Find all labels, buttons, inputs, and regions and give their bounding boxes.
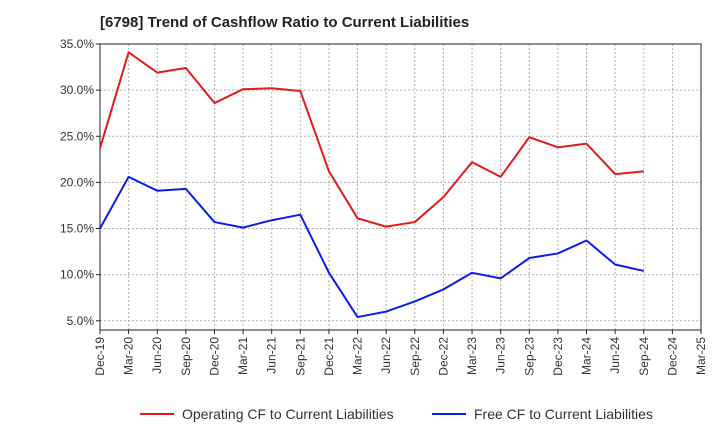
series-line-1 [99,51,644,228]
x-tick-label: Jun-20 [150,337,164,374]
y-tick-label: 15.0% [60,222,94,236]
x-tick-label: Dec-24 [665,337,679,376]
x-tick-label: Jun-23 [494,337,508,374]
x-tick-label: Mar-20 [122,337,136,375]
x-tick-label: Mar-24 [580,337,594,375]
x-tick-label: Jun-21 [265,337,279,374]
y-tick-label: 5.0% [67,314,95,328]
x-tick-label: Mar-23 [465,337,479,375]
x-tick-label: Mar-25 [694,337,708,375]
x-tick-label: Dec-19 [93,337,107,376]
legend-label: Operating CF to Current Liabilities [182,406,394,422]
x-tick-label: Dec-20 [207,337,221,376]
y-tick-label: 30.0% [60,83,94,97]
y-tick-label: 20.0% [60,175,94,189]
plot-frame [99,43,702,331]
y-axis-ticks: 5.0% 10.0% 15.0% 20.0% 25.0% 30.0% 35.0% [60,37,100,328]
series-line-2 [99,175,644,319]
chart-title: [6798] Trend of Cashflow Ratio to Curren… [100,14,470,31]
x-tick-label: Jun-24 [608,337,622,374]
legend-label: Free CF to Current Liabilities [474,406,653,422]
legend: Operating CF to Current Liabilities Free … [140,406,653,422]
y-tick-label: 10.0% [60,268,94,282]
x-tick-label: Sep-23 [522,337,536,376]
x-tick-label: Sep-21 [293,337,307,376]
x-tick-label: Sep-24 [637,337,651,376]
x-tick-label: Mar-22 [351,337,365,375]
x-tick-label: Dec-23 [551,337,565,376]
x-tick-label: Sep-20 [179,337,193,376]
x-tick-label: Sep-22 [408,337,422,376]
x-axis-ticks: Dec-19 Mar-20 Jun-20 Sep-20 Dec-20 Mar-21 Jun-… [93,330,708,376]
y-tick-label: 35.0% [60,37,94,51]
grid [100,43,701,330]
x-tick-label: Dec-22 [436,337,450,376]
x-tick-label: Jun-22 [379,337,393,374]
x-tick-label: Dec-21 [322,337,336,376]
series-lines [99,51,644,319]
y-tick-label: 25.0% [60,129,94,143]
x-tick-label: Mar-21 [236,337,250,375]
